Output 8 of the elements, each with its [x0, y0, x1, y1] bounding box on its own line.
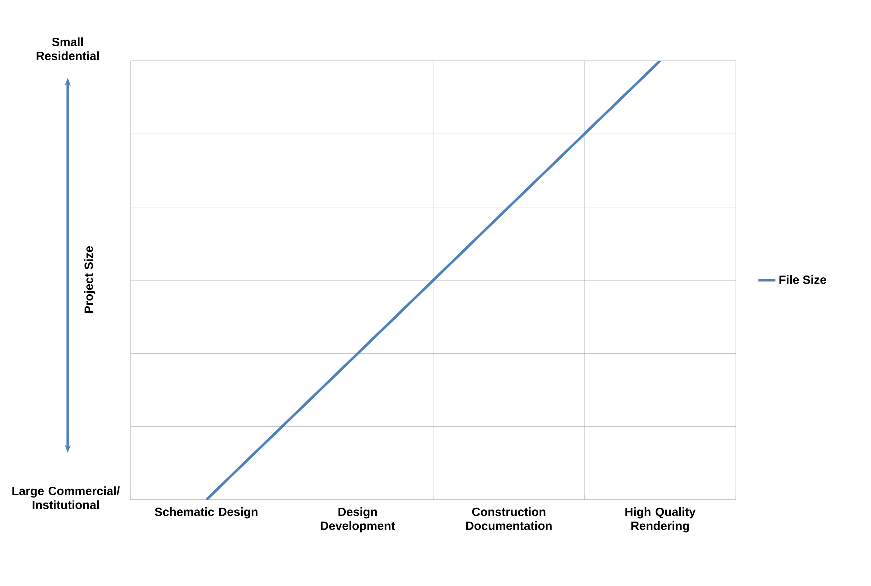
- y-axis-title: Project Size: [84, 246, 96, 314]
- x-tick-label: Schematic Design: [155, 508, 258, 519]
- legend-label: File Size: [780, 275, 826, 284]
- text: Large Commercial/ Institutional: [12, 486, 120, 510]
- x-tick-label: Construction Documentation: [466, 508, 552, 530]
- x-tick-label: High Quality Rendering: [626, 508, 696, 533]
- text: Small Residential: [36, 38, 100, 60]
- x-tick-label: Design Development: [321, 508, 396, 533]
